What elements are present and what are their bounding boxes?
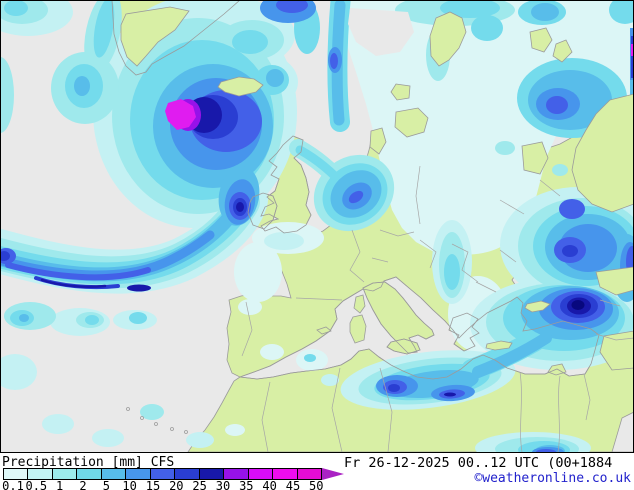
legend-cell	[175, 469, 200, 479]
legend-cell	[150, 469, 176, 479]
country-borders	[241, 165, 634, 453]
legend-cell	[126, 469, 151, 479]
legend-title: Precipitation [mm] CFS	[2, 455, 175, 470]
scale-arrow-icon	[322, 468, 344, 480]
precipitation-map	[0, 0, 634, 453]
legend-cell	[52, 469, 78, 479]
legend-cell	[199, 469, 225, 479]
precip-deep-core	[571, 300, 585, 310]
forecast-datetime: Fr 26-12-2025 00..12 UTC (00+1884	[344, 455, 613, 471]
color-scale	[3, 468, 322, 480]
legend-tick: 35	[239, 479, 254, 490]
map-area	[0, 0, 634, 453]
legend-cell	[4, 469, 29, 479]
coastlines-overlay	[111, 0, 600, 434]
legend-tick: 1	[56, 479, 64, 490]
credit-link[interactable]: ©weatheronline.co.uk	[474, 471, 631, 486]
legend-cell	[28, 469, 53, 479]
precip-level-10	[165, 44, 634, 130]
legend-tick: 30	[215, 479, 231, 490]
legend-cell	[224, 469, 249, 479]
legend-tick: 0.1	[2, 479, 24, 490]
legend-bar: Precipitation [mm] CFS 0.1 0.5 1 2 5 10 15 20 25…	[0, 453, 634, 490]
legend-tick: 2	[79, 479, 87, 490]
legend-tick: 45	[285, 479, 301, 490]
legend-tick: 0.5	[25, 479, 48, 490]
legend-tick: 50	[309, 479, 324, 490]
legend-tick: 10	[122, 479, 137, 490]
legend-tick: 15	[145, 479, 161, 490]
legend-cell	[101, 469, 127, 479]
dry-overlays	[120, 6, 634, 453]
legend-cell	[273, 469, 298, 479]
legend-cell	[248, 469, 274, 479]
legend-cell	[297, 469, 322, 479]
legend-cell	[77, 469, 102, 479]
legend-tick: 40	[262, 479, 277, 490]
legend-tick: 5	[102, 479, 110, 490]
legend-tick: 25	[192, 479, 207, 490]
legend-tick: 20	[169, 479, 184, 490]
